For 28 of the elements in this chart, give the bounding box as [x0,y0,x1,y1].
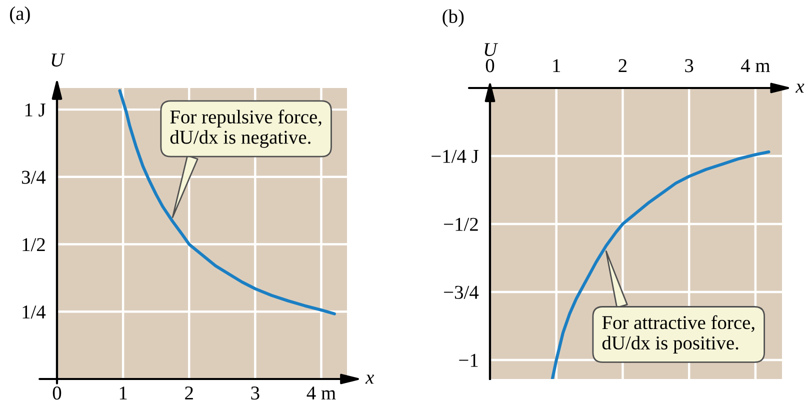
x-tick-label: 2 [618,59,627,72]
x-tick-label: 4 m [740,59,770,72]
y-tick-label: 1/2 [22,238,45,252]
x-axis-title: x [365,374,374,384]
y-tick-label: 1/4 [22,306,46,319]
y-tick-label: −1/4 J [432,150,478,163]
x-tick-label: 3 [251,386,260,400]
y-tick-label: −3/4 [444,286,479,299]
y-axis-title: U [484,43,498,56]
x-tick-label: 0 [52,386,62,400]
x-tick-label: 1 [553,59,560,72]
annotation: For repulsive force, dU/dx is negative. [170,110,322,148]
x-tick-label: 4 m [306,386,336,400]
x-tick-label: 0 [486,59,494,72]
chart-title: (a) [10,6,30,24]
y-tick-label: 3/4 [22,170,46,184]
chart-title: (b) [442,9,464,27]
y-tick-label: −1 [459,354,478,367]
y-axis-title: U [52,54,66,67]
line-series [550,150,770,379]
x-tick-label: 1 [120,386,127,400]
x-tick-label: 3 [685,59,694,72]
line-series [118,89,336,316]
y-tick-label: 1 J [25,103,46,116]
x-axis-title: x [795,84,804,93]
x-tick-label: 2 [185,386,193,400]
y-tick-label: −1/2 [444,218,478,231]
annotation: For attractive force, dU/dx is positive. [602,315,754,354]
